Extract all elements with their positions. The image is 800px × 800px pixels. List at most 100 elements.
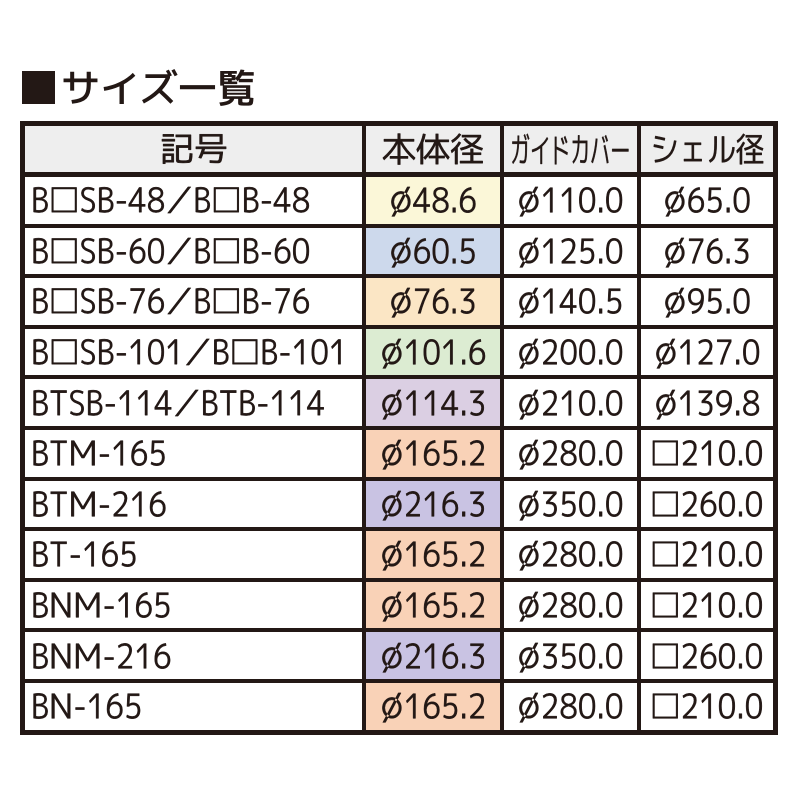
table-row-1-code-cell (25, 177, 362, 224)
table-row-10-shell-cell (641, 632, 773, 679)
table-row-8-shell-cell (641, 531, 773, 578)
row-shell-diameter-text (663, 272, 751, 330)
header-shell-diameter-label (650, 120, 765, 178)
table-row-9-guide-cell (504, 581, 637, 629)
table-row-6-code-cell (25, 429, 362, 477)
table-row-8-body-cell (366, 531, 500, 578)
row-guide-cover-text (517, 222, 624, 280)
table-row-9-code-cell (25, 581, 362, 629)
row-code-text (31, 677, 143, 735)
row-code-text (31, 576, 172, 634)
row-code-text (31, 323, 348, 381)
row-body-diameter-text (380, 424, 487, 482)
table-row-5-guide-cell (504, 379, 637, 426)
row-code-text (31, 171, 311, 229)
header-body-diameter-label (381, 120, 485, 178)
table-row-3-code-cell (25, 278, 362, 325)
table-row-1-guide-cell (504, 177, 637, 224)
header-code-label (160, 120, 228, 178)
table-row-5-code-cell (25, 379, 362, 426)
row-guide-cover-text (517, 525, 624, 583)
row-code-text (31, 627, 172, 685)
row-shell-diameter-text (654, 323, 761, 381)
row-code-text (31, 424, 167, 482)
table-row-1-body-cell (366, 177, 500, 224)
row-code-text (31, 374, 326, 432)
row-shell-diameter-text (650, 475, 764, 533)
table-row-6-body-cell (366, 429, 500, 477)
table-row-11-shell-cell (641, 682, 773, 730)
page-title-text (61, 54, 256, 121)
table-row-2-guide-cell (504, 227, 637, 275)
row-code-text (31, 525, 138, 583)
table-row-8-code-cell (25, 531, 362, 578)
table-row-11-guide-cell (504, 682, 637, 730)
row-body-diameter-text (389, 222, 477, 280)
row-body-diameter-text (380, 525, 487, 583)
table-row-4-shell-cell (641, 328, 773, 376)
row-shell-diameter-text (663, 171, 751, 229)
row-body-diameter-text (380, 677, 487, 735)
table-row-9-shell-cell (641, 581, 773, 629)
table-row-10-body-cell (366, 632, 500, 679)
table-row-5-body-cell (366, 379, 500, 426)
table-row-3-shell-cell (641, 278, 773, 325)
row-shell-diameter-text (650, 677, 764, 735)
row-code-text (31, 272, 311, 330)
row-body-diameter-text (380, 576, 487, 634)
table-row-3-guide-cell (504, 278, 637, 325)
table-row-1-shell-cell (641, 177, 773, 224)
table-row-7-body-cell (366, 480, 500, 528)
row-guide-cover-text (517, 475, 624, 533)
table-row-4-body-cell (366, 328, 500, 376)
size-table (20, 121, 778, 735)
table-row-5-shell-cell (641, 379, 773, 426)
table-row-2-shell-cell (641, 227, 773, 275)
row-guide-cover-text (517, 171, 624, 229)
row-guide-cover-text (517, 424, 624, 482)
row-shell-diameter-text (663, 222, 751, 280)
row-body-diameter-text (380, 475, 487, 533)
table-row-2-body-cell (366, 227, 500, 275)
table-row-6-guide-cell (504, 429, 637, 477)
row-guide-cover-text (517, 272, 624, 330)
table-row-7-code-cell (25, 480, 362, 528)
table-row-9-body-cell (366, 581, 500, 629)
header-guide-cover-label (510, 120, 631, 178)
table-row-10-code-cell (25, 632, 362, 679)
table-row-10-guide-cell (504, 632, 637, 679)
table-row-4-guide-cell (504, 328, 637, 376)
header-cell-shell-diameter (641, 126, 773, 173)
title-bullet-square (22, 71, 55, 104)
row-guide-cover-text (517, 627, 624, 685)
table-row-7-guide-cell (504, 480, 637, 528)
row-guide-cover-text (517, 576, 624, 634)
table-row-8-guide-cell (504, 531, 637, 578)
row-code-text (31, 475, 167, 533)
row-shell-diameter-text (650, 525, 764, 583)
row-body-diameter-text (389, 171, 477, 229)
row-guide-cover-text (517, 323, 624, 381)
row-body-diameter-text (380, 374, 487, 432)
row-shell-diameter-text (650, 576, 764, 634)
table-row-4-code-cell (25, 328, 362, 376)
row-shell-diameter-text (650, 424, 764, 482)
row-body-diameter-text (380, 627, 487, 685)
page-title (22, 68, 256, 107)
table-row-7-shell-cell (641, 480, 773, 528)
row-body-diameter-text (380, 323, 487, 381)
table-row-3-body-cell (366, 278, 500, 325)
table-row-11-body-cell (366, 682, 500, 730)
row-shell-diameter-text (650, 627, 764, 685)
row-guide-cover-text (517, 677, 624, 735)
table-row-11-code-cell (25, 682, 362, 730)
row-body-diameter-text (389, 272, 477, 330)
header-cell-code (25, 126, 362, 173)
table-row-2-code-cell (25, 227, 362, 275)
header-cell-body-diameter (366, 126, 500, 173)
row-shell-diameter-text (654, 374, 761, 432)
table-row-6-shell-cell (641, 429, 773, 477)
row-guide-cover-text (517, 374, 624, 432)
row-code-text (31, 222, 311, 280)
